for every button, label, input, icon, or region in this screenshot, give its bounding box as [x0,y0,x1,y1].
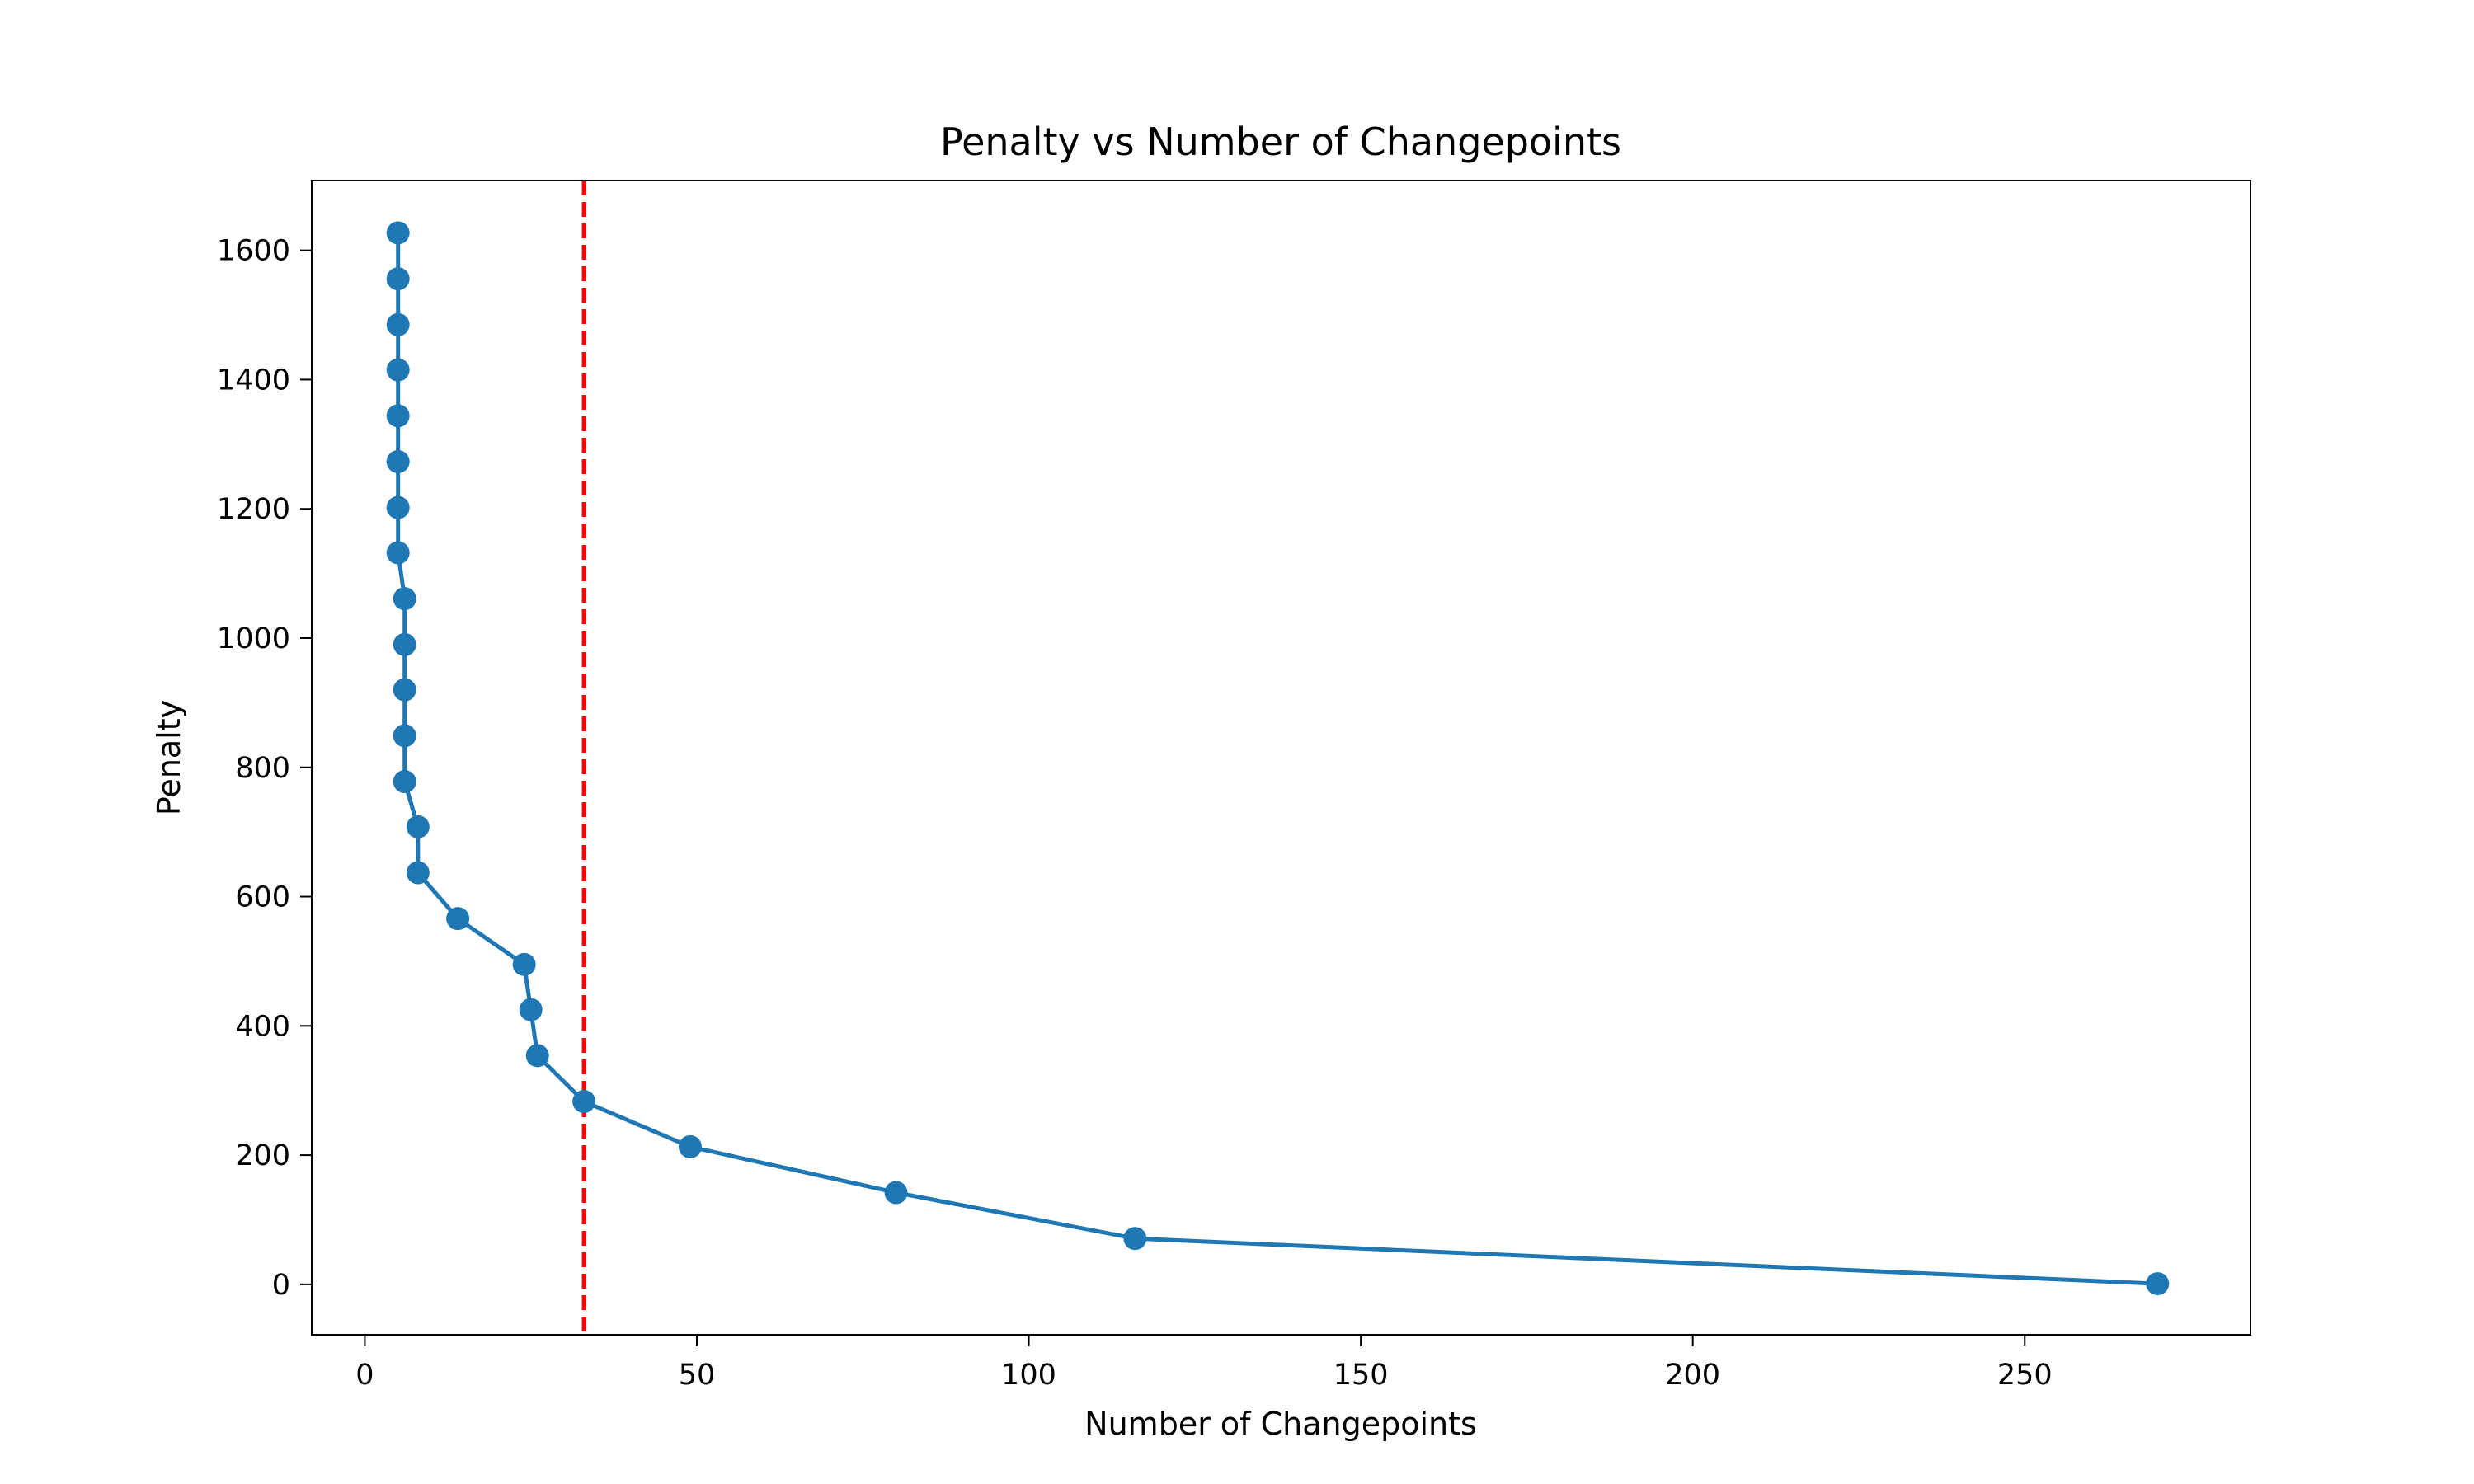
data-point [406,861,430,885]
data-point [386,221,410,245]
data-point [525,1044,549,1068]
data-point [386,312,410,336]
y-tick-label: 600 [235,881,290,914]
y-axis: 0 200 400 600 800 1000 1200 1400 1600 [217,235,312,1302]
y-tick-label: 0 [272,1269,290,1302]
data-point [2146,1272,2170,1296]
data-point [393,770,416,794]
data-point [512,952,536,976]
data-point [386,267,410,291]
data-point [678,1134,702,1158]
data-point [393,587,416,611]
data-point [393,632,416,656]
x-tick-label: 250 [1997,1359,2053,1392]
data-point [386,495,410,519]
series-layer [386,221,2170,1296]
data-point [386,358,410,382]
y-tick-label: 1200 [217,493,290,526]
data-point [519,998,543,1021]
data-point [386,404,410,428]
y-tick-label: 800 [235,752,290,785]
data-point [393,724,416,748]
data-point [884,1181,908,1205]
data-point [386,541,410,565]
x-tick-label: 50 [679,1359,716,1392]
x-tick-label: 200 [1665,1359,1720,1392]
data-point [446,907,470,931]
x-tick-label: 0 [355,1359,374,1392]
y-tick-label: 1400 [217,364,290,397]
data-point [572,1090,596,1114]
x-tick-label: 100 [1001,1359,1056,1392]
y-tick-label: 200 [235,1139,290,1172]
y-tick-label: 1600 [217,235,290,268]
chart-title: Penalty vs Number of Changepoints [940,120,1621,164]
data-point [1123,1227,1147,1251]
x-axis: 0 50 100 150 200 250 [355,1335,2053,1392]
y-tick-label: 1000 [217,622,290,655]
plot-frame [311,180,2251,1336]
y-tick-label: 400 [235,1010,290,1043]
x-tick-label: 150 [1333,1359,1389,1392]
x-axis-label: Number of Changepoints [1084,1406,1477,1442]
y-axis-label: Penalty [151,700,187,815]
data-point [406,815,430,838]
data-point [393,678,416,702]
data-point [386,449,410,473]
